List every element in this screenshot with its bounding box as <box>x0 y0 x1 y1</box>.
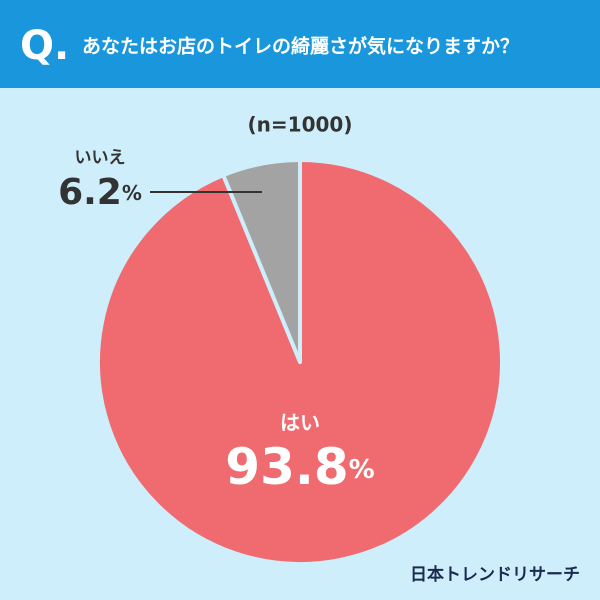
value-unit: % <box>349 455 375 485</box>
chart-title: あなたはお店のトイレの綺麗さが気になりますか？ <box>82 35 519 58</box>
header-bar <box>0 0 600 88</box>
slice-label: いいえ <box>75 148 126 168</box>
value-number: 93.8 <box>225 438 348 496</box>
value-label: 93.8% <box>225 438 374 496</box>
pie-slice <box>221 158 302 364</box>
slice-label: はい <box>280 411 320 435</box>
value-label: 6.2% <box>58 172 142 213</box>
value-unit: % <box>122 181 142 205</box>
badge: Q. <box>20 23 69 69</box>
subtitle: (n=1000) <box>248 113 353 137</box>
source: 日本トレンドリサーチ <box>410 564 580 585</box>
value-number: 6.2 <box>58 172 122 213</box>
